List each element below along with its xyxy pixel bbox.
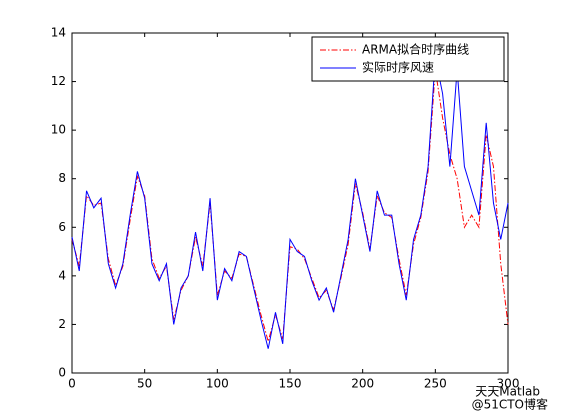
legend-box bbox=[311, 36, 505, 82]
watermark: @51CTO博客 bbox=[472, 397, 548, 412]
x-tick-label: 50 bbox=[137, 377, 152, 391]
legend-label: 实际时序风速 bbox=[362, 60, 434, 75]
plot-area bbox=[71, 32, 509, 374]
x-tick-label: 200 bbox=[351, 377, 374, 391]
y-tick-label: 14 bbox=[51, 26, 66, 40]
y-tick-label: 12 bbox=[51, 74, 66, 88]
y-tick-label: 10 bbox=[51, 123, 66, 137]
legend-label: ARMA拟合时序曲线 bbox=[362, 42, 469, 57]
y-tick-label: 8 bbox=[58, 171, 66, 185]
y-tick-label: 2 bbox=[58, 317, 66, 331]
y-tick-label: 0 bbox=[58, 366, 66, 380]
x-tick-label: 250 bbox=[424, 377, 447, 391]
y-tick-label: 6 bbox=[58, 220, 66, 234]
y-tick-label: 4 bbox=[58, 268, 66, 282]
x-tick-label: 0 bbox=[68, 377, 76, 391]
watermark: 天天Matlab bbox=[475, 385, 540, 399]
x-tick-label: 100 bbox=[206, 377, 229, 391]
x-tick-label: 150 bbox=[279, 377, 302, 391]
x-tick-label: 300 bbox=[497, 377, 520, 391]
